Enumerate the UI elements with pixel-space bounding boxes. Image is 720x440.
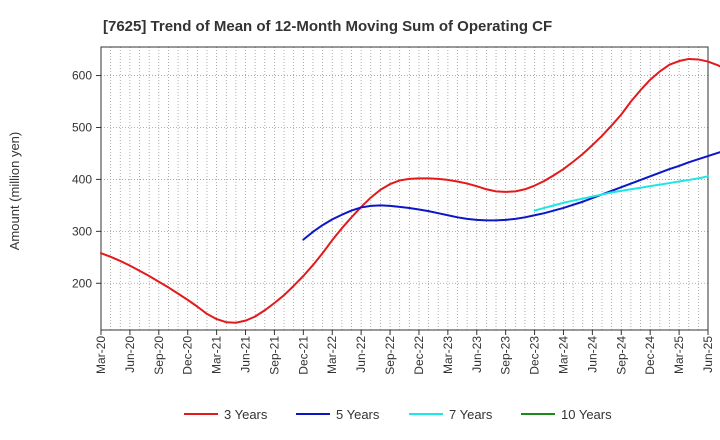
x-tick-label: Sep-21 xyxy=(267,336,281,375)
y-ticks: 200 300 400 500 600 xyxy=(72,69,101,290)
y-tick-label: 300 xyxy=(72,224,92,238)
x-tick-label: Jun-20 xyxy=(123,336,137,373)
x-tick-label: Mar-25 xyxy=(672,336,686,374)
y-tick-label: 400 xyxy=(72,172,92,186)
x-tick-label: Sep-23 xyxy=(499,336,513,375)
legend: 3 Years 5 Years 7 Years 10 Years xyxy=(184,407,612,422)
legend-label: 7 Years xyxy=(449,407,493,422)
x-tick-label: Jun-21 xyxy=(239,336,253,373)
x-tick-label: Sep-20 xyxy=(152,336,166,375)
series-line xyxy=(302,151,720,241)
x-tick-label: Jun-24 xyxy=(585,336,599,373)
x-tick-label: Sep-22 xyxy=(383,336,397,375)
x-tick-label: Jun-22 xyxy=(354,336,368,373)
chart-title: [7625] Trend of Mean of 12-Month Moving … xyxy=(103,18,552,35)
x-tick-label: Mar-22 xyxy=(325,336,339,374)
x-tick-label: Jun-23 xyxy=(470,336,484,373)
x-tick-label: Mar-23 xyxy=(441,336,455,374)
series-line xyxy=(533,175,709,212)
series-line xyxy=(100,57,720,324)
x-tick-label: Mar-24 xyxy=(556,336,570,374)
x-tick-label: Dec-21 xyxy=(296,336,310,375)
y-tick-label: 500 xyxy=(72,120,92,134)
x-tick-label: Dec-22 xyxy=(412,336,426,375)
y-tick-label: 200 xyxy=(72,276,92,290)
x-tick-label: Dec-20 xyxy=(181,336,195,375)
y-axis-label: Amount (million yen) xyxy=(7,132,22,251)
legend-label: 10 Years xyxy=(561,407,612,422)
x-tick-label: Sep-24 xyxy=(614,336,628,375)
x-tick-label: Mar-21 xyxy=(210,336,224,374)
x-tick-label: Mar-20 xyxy=(94,336,108,374)
series xyxy=(100,57,720,324)
y-tick-label: 600 xyxy=(72,69,92,83)
x-tick-label: Dec-23 xyxy=(528,336,542,375)
x-tick-label: Jun-25 xyxy=(701,336,715,373)
plot-frame xyxy=(100,46,709,331)
legend-label: 3 Years xyxy=(224,407,268,422)
x-ticks: Mar-20 Jun-20 Sep-20 Dec-20 Mar-21 Jun-21 Sep-… xyxy=(94,330,715,375)
x-tick-label: Dec-24 xyxy=(643,336,657,375)
legend-label: 5 Years xyxy=(336,407,380,422)
